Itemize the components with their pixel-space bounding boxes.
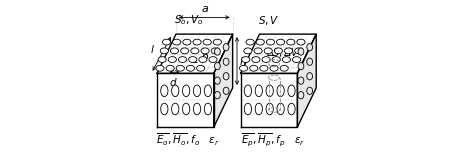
Ellipse shape bbox=[307, 44, 312, 51]
Ellipse shape bbox=[277, 103, 284, 115]
Ellipse shape bbox=[284, 48, 292, 54]
Text: $h$: $h$ bbox=[239, 55, 247, 67]
Ellipse shape bbox=[173, 39, 181, 45]
Polygon shape bbox=[297, 34, 316, 127]
Ellipse shape bbox=[254, 48, 262, 54]
Ellipse shape bbox=[203, 39, 211, 45]
Ellipse shape bbox=[204, 85, 211, 97]
Ellipse shape bbox=[244, 85, 252, 97]
Ellipse shape bbox=[274, 48, 283, 54]
Ellipse shape bbox=[168, 57, 176, 63]
Ellipse shape bbox=[250, 65, 258, 71]
Ellipse shape bbox=[172, 85, 179, 97]
Ellipse shape bbox=[186, 65, 194, 71]
Ellipse shape bbox=[161, 103, 168, 115]
Ellipse shape bbox=[223, 87, 229, 94]
Ellipse shape bbox=[214, 48, 220, 55]
Ellipse shape bbox=[161, 85, 168, 97]
Ellipse shape bbox=[158, 57, 166, 63]
Ellipse shape bbox=[172, 103, 179, 115]
Ellipse shape bbox=[266, 85, 273, 97]
Ellipse shape bbox=[214, 77, 220, 84]
Text: $d$: $d$ bbox=[170, 76, 178, 87]
Ellipse shape bbox=[223, 44, 229, 51]
Ellipse shape bbox=[211, 48, 219, 54]
Polygon shape bbox=[214, 34, 233, 127]
Ellipse shape bbox=[288, 103, 295, 115]
Ellipse shape bbox=[223, 58, 229, 65]
Ellipse shape bbox=[181, 48, 189, 54]
Ellipse shape bbox=[160, 48, 168, 54]
Text: $S_o, V_o$: $S_o, V_o$ bbox=[174, 13, 204, 27]
Ellipse shape bbox=[214, 63, 220, 70]
Ellipse shape bbox=[270, 65, 278, 71]
Ellipse shape bbox=[183, 39, 191, 45]
Text: $l$: $l$ bbox=[150, 43, 155, 55]
Text: $a$: $a$ bbox=[201, 4, 209, 14]
Polygon shape bbox=[157, 34, 233, 73]
Ellipse shape bbox=[260, 65, 268, 71]
Ellipse shape bbox=[298, 77, 304, 84]
Ellipse shape bbox=[239, 65, 247, 71]
Ellipse shape bbox=[163, 39, 171, 45]
Ellipse shape bbox=[182, 103, 190, 115]
Ellipse shape bbox=[292, 57, 301, 63]
Ellipse shape bbox=[280, 65, 288, 71]
Text: $S, V$: $S, V$ bbox=[258, 14, 280, 27]
Ellipse shape bbox=[307, 73, 312, 80]
Ellipse shape bbox=[307, 58, 312, 65]
Ellipse shape bbox=[297, 39, 305, 45]
Ellipse shape bbox=[283, 57, 291, 63]
Text: $\overline{E_p}, \overline{H_p}, f_p$   $\varepsilon_r$: $\overline{E_p}, \overline{H_p}, f_p$ $\… bbox=[241, 132, 305, 149]
Ellipse shape bbox=[182, 85, 190, 97]
Ellipse shape bbox=[256, 39, 264, 45]
Ellipse shape bbox=[252, 57, 260, 63]
Ellipse shape bbox=[193, 103, 201, 115]
Ellipse shape bbox=[214, 91, 220, 99]
Ellipse shape bbox=[191, 48, 199, 54]
Ellipse shape bbox=[204, 103, 211, 115]
Ellipse shape bbox=[307, 87, 312, 94]
Polygon shape bbox=[241, 34, 316, 73]
Polygon shape bbox=[157, 73, 214, 127]
Ellipse shape bbox=[266, 103, 273, 115]
Ellipse shape bbox=[277, 85, 284, 97]
Ellipse shape bbox=[246, 39, 254, 45]
Ellipse shape bbox=[244, 48, 252, 54]
Ellipse shape bbox=[171, 48, 179, 54]
Ellipse shape bbox=[276, 39, 285, 45]
Ellipse shape bbox=[298, 48, 304, 55]
Text: $\overline{E_o}, \overline{H_o}, f_o$   $\varepsilon_r$: $\overline{E_o}, \overline{H_o}, f_o$ $\… bbox=[155, 132, 219, 148]
Ellipse shape bbox=[272, 57, 280, 63]
Polygon shape bbox=[241, 73, 297, 127]
Ellipse shape bbox=[189, 57, 197, 63]
Ellipse shape bbox=[264, 48, 273, 54]
Ellipse shape bbox=[262, 57, 270, 63]
Text: $\Delta S, \Delta V$: $\Delta S, \Delta V$ bbox=[266, 46, 300, 59]
Ellipse shape bbox=[295, 48, 303, 54]
Ellipse shape bbox=[213, 39, 221, 45]
Ellipse shape bbox=[209, 57, 217, 63]
Ellipse shape bbox=[176, 65, 184, 71]
Ellipse shape bbox=[199, 57, 207, 63]
Ellipse shape bbox=[193, 85, 201, 97]
Ellipse shape bbox=[266, 39, 274, 45]
Ellipse shape bbox=[298, 91, 304, 99]
Ellipse shape bbox=[166, 65, 174, 71]
Ellipse shape bbox=[197, 65, 205, 71]
Ellipse shape bbox=[178, 57, 187, 63]
Text: $p$: $p$ bbox=[193, 52, 209, 64]
Ellipse shape bbox=[255, 103, 263, 115]
Ellipse shape bbox=[287, 39, 295, 45]
Ellipse shape bbox=[156, 65, 164, 71]
Ellipse shape bbox=[242, 57, 250, 63]
Ellipse shape bbox=[201, 48, 209, 54]
Ellipse shape bbox=[244, 103, 252, 115]
Ellipse shape bbox=[298, 63, 304, 70]
Ellipse shape bbox=[288, 85, 295, 97]
Ellipse shape bbox=[193, 39, 201, 45]
Ellipse shape bbox=[223, 73, 229, 80]
Ellipse shape bbox=[255, 85, 263, 97]
